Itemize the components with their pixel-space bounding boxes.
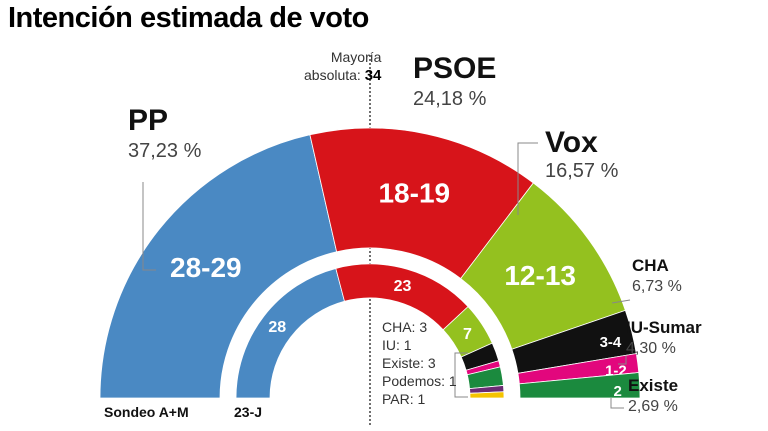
psoe-name: PSOE [413, 52, 497, 85]
outer-label-pp: 28-29 [170, 252, 242, 283]
inner-segment-par [469, 391, 505, 399]
legend-par: PAR: 1 [382, 391, 426, 407]
outer-segment-psoe [309, 127, 534, 280]
outer-segment-pp [99, 134, 338, 399]
outer-label-existe: 2 [614, 383, 622, 400]
ring-label-inner: 23-J [234, 404, 263, 420]
vox-pct: 16,57 % [545, 160, 619, 182]
legend-podemos: Podemos: 1 [382, 373, 457, 389]
majority-value: 34 [364, 67, 382, 84]
legend-23j: CHA: 3 IU: 1 Existe: 3 Podemos: 1 PAR: 1 [382, 318, 457, 408]
ring-label-outer: Sondeo A+M [104, 404, 189, 420]
pp-name: PP [128, 104, 169, 137]
outer-label-psoe: 18-19 [378, 178, 450, 209]
majority-line2: absoluta: [304, 67, 361, 83]
outer-segment-existe [518, 372, 641, 399]
inner-label-vox: 7 [463, 326, 472, 343]
psoe-pct: 24,18 % [413, 88, 487, 110]
existe-leader-line [610, 398, 624, 409]
cha-leader-line [611, 299, 631, 304]
iu-leader-line [618, 356, 627, 365]
bracket-23j [454, 352, 468, 398]
legend-iu: IU: 1 [382, 337, 412, 353]
inner-label-psoe: 23 [394, 278, 412, 295]
outer-label-cha: 3-4 [600, 334, 622, 351]
pp-leader-line [142, 182, 156, 271]
majority-label: Mayoría absoluta: 34 [304, 48, 381, 85]
outer-label-vox: 12-13 [504, 260, 576, 291]
legend-cha: CHA: 3 [382, 319, 428, 335]
iu-pct: 4,30 % [626, 340, 676, 357]
cha-pct: 6,73 % [632, 278, 682, 295]
majority-line1: Mayoría [330, 49, 382, 65]
chart-title: Intención estimada de voto [8, 2, 369, 34]
legend-existe: Existe: 3 [382, 355, 436, 371]
cha-name: CHA [632, 256, 669, 275]
existe-pct: 2,69 % [628, 398, 678, 415]
existe-name: Existe [628, 376, 679, 395]
vox-leader-line [517, 142, 538, 215]
inner-label-pp: 28 [268, 319, 286, 336]
vox-name: Vox [545, 126, 598, 159]
iu-name: IU-Sumar [626, 318, 702, 337]
pp-pct: 37,23 % [128, 140, 202, 162]
